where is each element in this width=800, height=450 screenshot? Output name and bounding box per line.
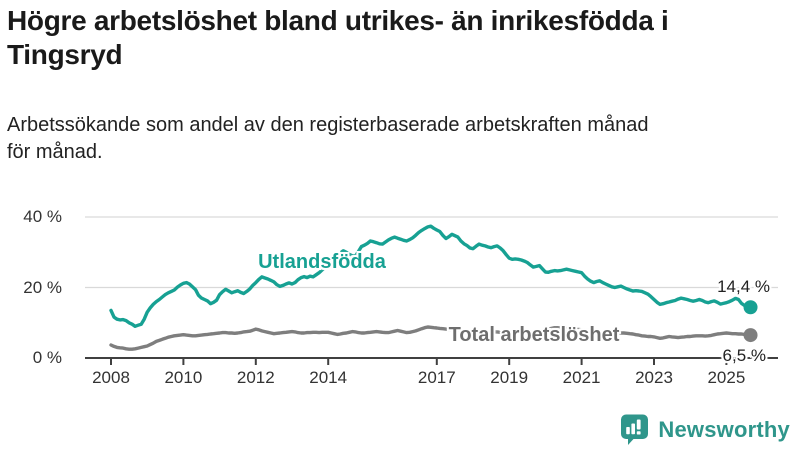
series-end-dot-1 [743, 328, 758, 343]
x-axis-tick-label: 2019 [490, 368, 529, 387]
series-line-1 [109, 325, 753, 351]
end-value-label-total: 6,5 % [722, 346, 766, 365]
x-axis-tick-label: 2025 [707, 368, 746, 387]
x-axis-tick-label: 2023 [635, 368, 673, 387]
x-axis-tick-label: 2014 [309, 368, 348, 387]
newsworthy-logo: Newsworthy [619, 413, 790, 446]
series-end-dot-0 [743, 300, 758, 315]
series-line-0 [109, 224, 753, 328]
chart-subtitle: Arbetssökande som andel av den registerb… [7, 114, 649, 163]
newsworthy-brand-name: Newsworthy [658, 416, 790, 442]
end-value-label-utlandsfodda: 14,4 % [717, 277, 770, 296]
x-axis-tick-label: 2017 [417, 368, 456, 387]
bar-chart-speech-bubble-icon [619, 413, 650, 446]
series-label-utlandsfodda: Utlandsfödda [258, 251, 386, 273]
y-axis-tick-label: 20 % [23, 277, 62, 297]
y-axis-tick-label: 0 % [32, 348, 62, 367]
chart-title: Högre arbetslöshet bland utrikes- än inr… [7, 5, 669, 70]
x-axis-tick-label: 2012 [236, 368, 275, 387]
y-axis-tick-label: 40 % [23, 207, 62, 226]
x-axis-tick-label: 2008 [92, 368, 130, 387]
x-axis-tick-label: 2021 [562, 368, 601, 387]
series-label-total-arbetsloshet: Total arbetslöshet [448, 324, 620, 346]
x-axis-tick-label: 2010 [164, 368, 203, 387]
